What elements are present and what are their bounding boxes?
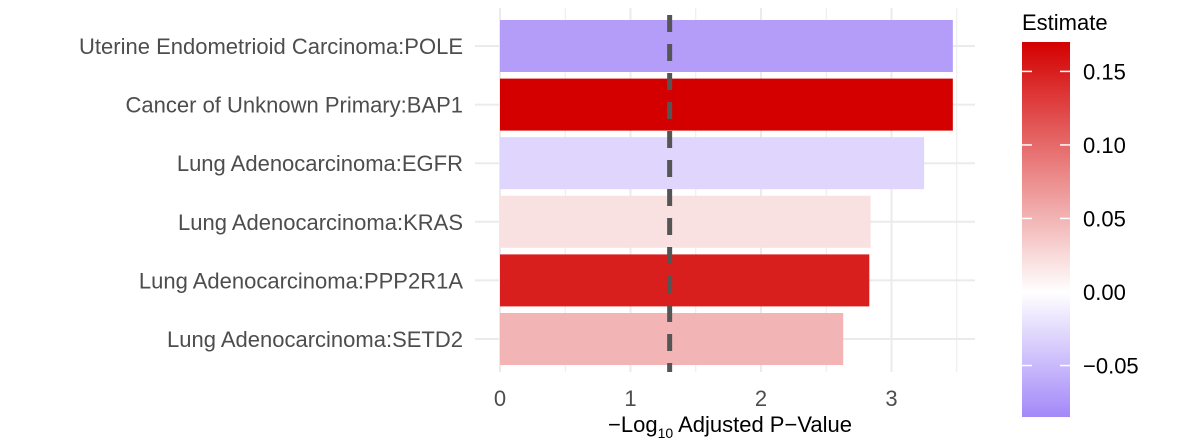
bar <box>500 254 870 307</box>
x-axis-title: −Log10 Adjusted P−Value <box>608 412 852 441</box>
category-labels: Uterine Endometrioid Carcinoma:POLE Cance… <box>79 34 463 352</box>
legend-tick-label: 0.00 <box>1083 280 1126 305</box>
x-axis-title-suffix: Adjusted P−Value <box>673 412 852 437</box>
legend-tick-label: −0.05 <box>1083 354 1139 379</box>
x-tick-label: 0 <box>494 386 506 411</box>
legend-ticks: −0.05 0.00 0.05 0.10 0.15 <box>1022 59 1139 379</box>
category-label: Lung Adenocarcinoma:SETD2 <box>167 327 463 352</box>
category-label: Lung Adenocarcinoma:EGFR <box>177 151 463 176</box>
bar <box>500 137 925 190</box>
bars <box>500 20 953 365</box>
legend-tick-label: 0.15 <box>1083 59 1126 84</box>
category-label: Uterine Endometrioid Carcinoma:POLE <box>79 34 463 59</box>
x-tick-label: 3 <box>885 386 897 411</box>
x-tick-labels: 0 1 2 3 <box>494 386 898 411</box>
x-tick-label: 1 <box>624 386 636 411</box>
legend-tick-label: 0.10 <box>1083 133 1126 158</box>
bar <box>500 20 953 72</box>
bar <box>500 78 953 131</box>
bar <box>500 195 871 248</box>
category-label: Lung Adenocarcinoma:KRAS <box>178 210 463 235</box>
category-label: Cancer of Unknown Primary:BAP1 <box>126 93 463 118</box>
category-label: Lung Adenocarcinoma:PPP2R1A <box>139 268 463 293</box>
x-axis-title-subscript: 10 <box>658 425 674 441</box>
legend: Estimate −0.05 0.00 0.05 0.10 0.15 <box>1022 10 1139 417</box>
legend-title: Estimate <box>1022 10 1108 35</box>
legend-tick-label: 0.05 <box>1083 206 1126 231</box>
legend-colorbar <box>1022 42 1070 417</box>
x-tick-label: 2 <box>755 386 767 411</box>
